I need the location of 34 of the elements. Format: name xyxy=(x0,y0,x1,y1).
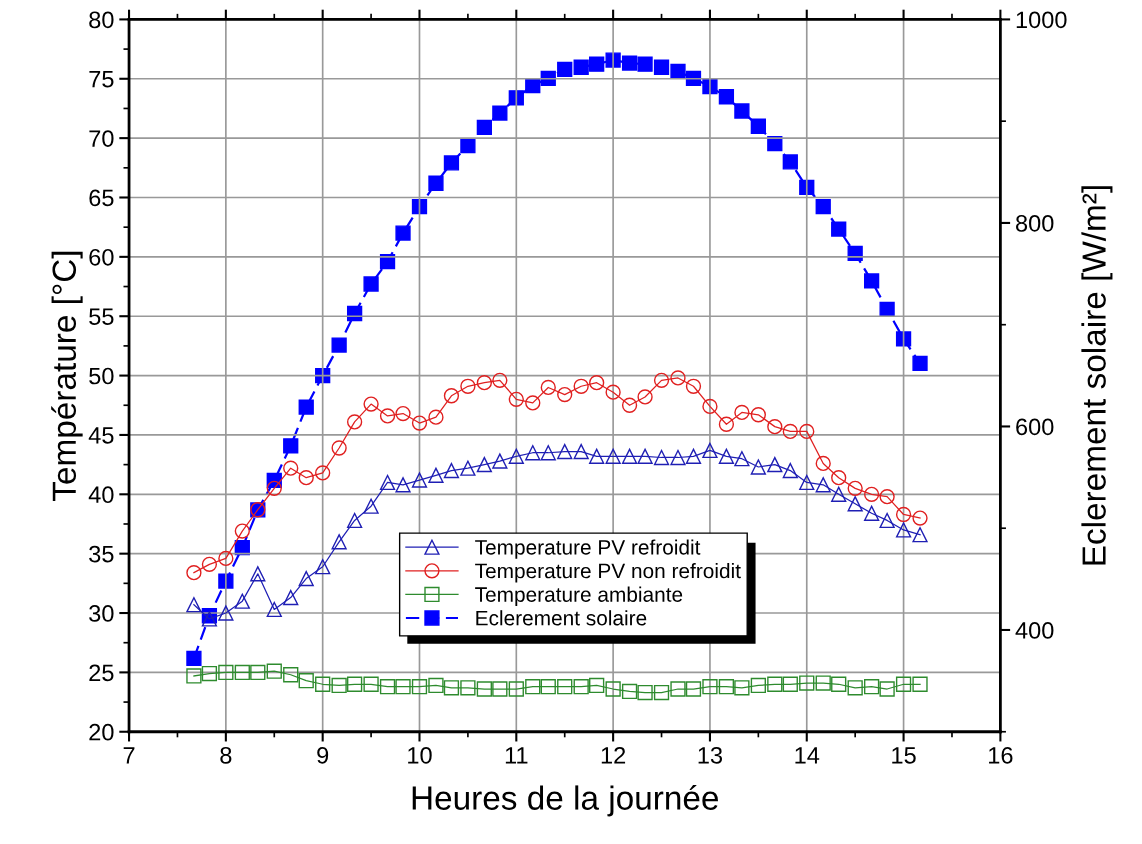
y-tick-label: 65 xyxy=(89,189,114,207)
x-tick-label: 9 xyxy=(317,746,329,764)
y-tick-label: 40 xyxy=(88,486,114,504)
legend-label: Temperature PV refroidit xyxy=(475,539,701,559)
y-tick-label: 50 xyxy=(89,367,114,385)
y2-tick-label: 1000 xyxy=(1016,11,1067,29)
x-tick-label: 16 xyxy=(989,746,1013,764)
y-tick-label: 60 xyxy=(89,248,114,266)
y-tick-label: 55 xyxy=(89,308,114,326)
y-axis-title: Température [°C] xyxy=(51,251,83,501)
legend-label: Temperature PV non refroidit xyxy=(475,563,741,583)
x-tick-label: 15 xyxy=(892,747,916,764)
y2-tick-label: 800 xyxy=(1016,215,1054,232)
x-tick-label: 14 xyxy=(795,747,820,764)
x-tick-label: 10 xyxy=(408,746,432,764)
x-axis-title: Heures de la journée xyxy=(412,785,718,817)
x-tick-label: 12 xyxy=(601,746,626,764)
y2-axis-title: Eclerement solaire [W/m²] xyxy=(1081,186,1113,565)
x-tick-label: 8 xyxy=(220,746,232,764)
y2-tick-label: 400 xyxy=(1015,622,1054,639)
y-tick-label: 25 xyxy=(89,664,114,682)
legend-label: Temperature ambiante xyxy=(475,586,683,607)
x-tick-label: 7 xyxy=(123,747,135,764)
y-tick-label: 70 xyxy=(89,130,114,147)
y-tick-label: 45 xyxy=(88,427,114,444)
legend-label: Eclerement solaire xyxy=(476,610,647,626)
y-tick-label: 20 xyxy=(89,723,114,741)
y-tick-label: 35 xyxy=(89,545,114,563)
y-tick-label: 80 xyxy=(89,11,114,29)
x-tick-label: 11 xyxy=(505,747,528,764)
y2-tick-label: 600 xyxy=(1016,418,1054,436)
y-tick-label: 30 xyxy=(89,605,114,622)
y-tick-label: 75 xyxy=(89,71,114,88)
x-tick-label: 13 xyxy=(698,746,723,764)
